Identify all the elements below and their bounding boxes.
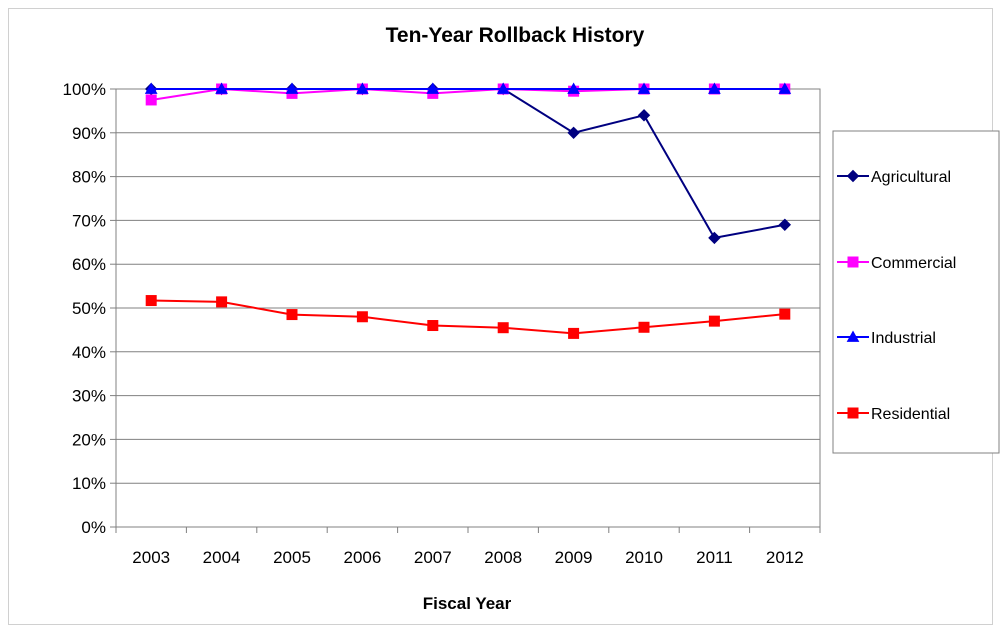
x-tick-label: 2006 <box>343 548 381 567</box>
data-point-residential <box>145 295 157 307</box>
series-residential <box>145 295 791 339</box>
data-point-residential <box>779 308 791 320</box>
data-point-commercial <box>145 94 157 106</box>
x-tick-label: 2007 <box>414 548 452 567</box>
data-point-agricultural <box>708 231 721 245</box>
x-tick-label: 2004 <box>203 548 241 567</box>
data-point-industrial <box>567 82 580 94</box>
y-tick-label: 70% <box>72 211 106 230</box>
data-point-residential <box>356 311 368 323</box>
data-point-industrial <box>778 82 792 94</box>
data-point-industrial <box>637 82 651 94</box>
y-tick-label: 0% <box>81 518 106 537</box>
data-point-industrial <box>708 82 721 94</box>
legend-label: Industrial <box>871 330 936 347</box>
x-tick-label: 2008 <box>484 548 522 567</box>
legend-label: Residential <box>871 406 950 423</box>
legend-item-agricultural: Agricultural <box>837 169 951 186</box>
data-point-residential <box>497 322 509 334</box>
x-tick-label: 2010 <box>625 548 663 567</box>
legend-marker <box>847 407 859 419</box>
data-point-industrial <box>426 82 440 94</box>
data-point-industrial <box>356 82 369 94</box>
x-tick-label: 2005 <box>273 548 311 567</box>
data-point-residential <box>568 327 580 339</box>
legend-label: Commercial <box>871 255 956 272</box>
series-industrial <box>144 82 792 94</box>
y-tick-label: 20% <box>72 430 106 449</box>
legend-item-industrial: Industrial <box>837 330 936 347</box>
legend-box <box>832 130 1000 454</box>
legend-marker <box>846 330 860 342</box>
chart-title: Ten-Year Rollback History <box>386 24 645 47</box>
y-tick-label: 80% <box>72 168 106 187</box>
data-point-residential <box>427 320 439 332</box>
y-tick-label: 30% <box>72 387 106 406</box>
data-point-industrial <box>215 82 228 94</box>
legend-item-commercial: Commercial <box>837 255 956 272</box>
y-tick-label: 60% <box>72 255 106 274</box>
series-line-residential <box>151 299 785 335</box>
data-point-residential <box>216 296 228 308</box>
x-tick-label: 2011 <box>696 548 733 567</box>
x-tick-label: 2003 <box>132 548 170 567</box>
x-axis-title: Fiscal Year <box>423 594 512 613</box>
data-point-agricultural <box>637 109 651 122</box>
data-point-agricultural <box>567 126 580 140</box>
data-point-agricultural <box>778 218 792 231</box>
y-tick-label: 40% <box>72 343 106 362</box>
data-point-residential <box>286 309 298 321</box>
legend-marker <box>847 256 859 268</box>
legend-item-residential: Residential <box>837 406 950 423</box>
legend: Agricultural Commercial Industrial Resident… <box>832 130 1000 454</box>
plot-area: 0% 10% 20% 30% 40% 50% 60% 70% 80% 90% 100% 2003 200… <box>63 80 821 567</box>
y-tick-label: 10% <box>72 474 106 493</box>
data-point-industrial <box>144 82 158 94</box>
y-tick-label: 100% <box>63 80 106 99</box>
legend-marker <box>846 169 860 183</box>
data-point-industrial <box>285 82 299 94</box>
x-tick-label: 2009 <box>555 548 593 567</box>
y-tick-label: 50% <box>72 299 106 318</box>
legend-label: Agricultural <box>871 169 951 186</box>
data-point-residential <box>638 321 650 333</box>
data-point-residential <box>708 315 720 327</box>
data-point-industrial <box>496 82 510 94</box>
x-tick-label: 2012 <box>766 548 804 567</box>
y-tick-label: 90% <box>72 124 106 143</box>
